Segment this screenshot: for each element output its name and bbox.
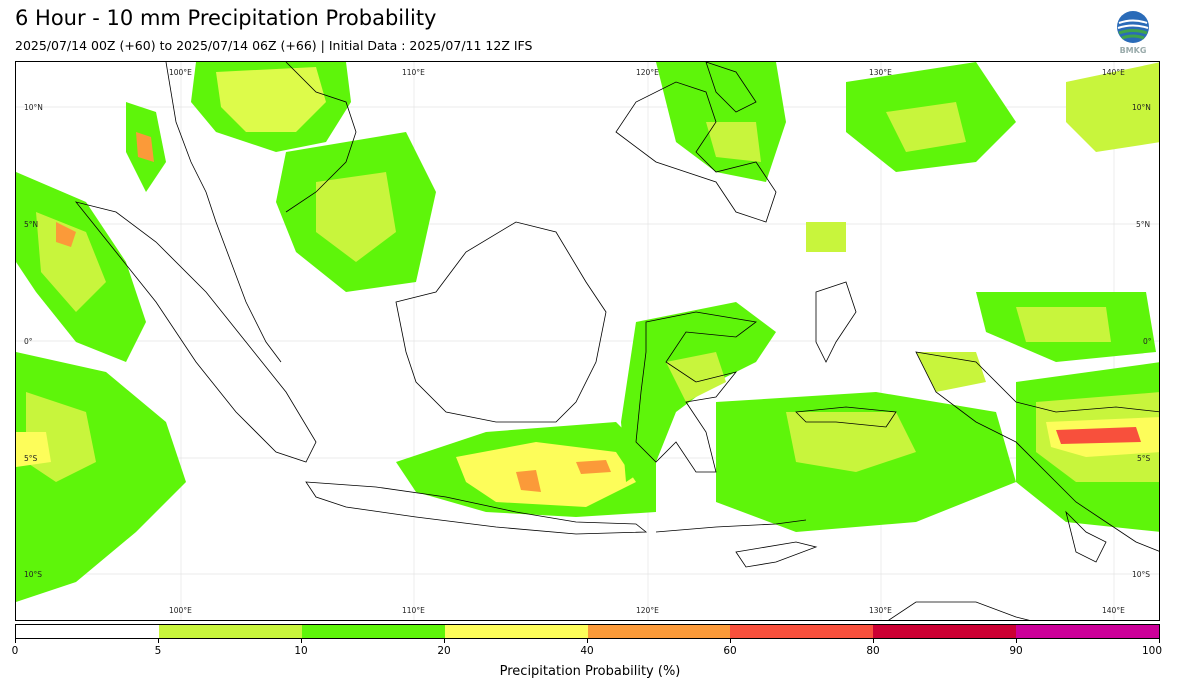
colorbar-segment [587, 625, 731, 638]
colorbar-tick-label: 90 [1009, 645, 1023, 657]
colorbar-title: Precipitation Probability (%) [499, 664, 681, 679]
colorbar-segment [301, 625, 445, 638]
lon-label: 110°E [402, 68, 425, 77]
colorbar-segment [16, 625, 159, 638]
lon-label: 100°E [169, 68, 192, 77]
colorbar-tick [444, 639, 445, 643]
colorbar-tick-label: 20 [437, 645, 451, 657]
colorbar-tick-label: 100 [1141, 645, 1163, 657]
lon-label: 140°E [1102, 68, 1125, 77]
lon-label: 130°E [869, 68, 892, 77]
lon-label: 130°E [869, 606, 892, 615]
colorbar-tick [158, 639, 159, 643]
colorbar-tick [301, 639, 302, 643]
lat-label: 0° [1143, 337, 1152, 346]
colorbar-segment [730, 625, 874, 638]
colorbar-tick [1159, 639, 1160, 643]
lat-label: 5°S [1137, 454, 1151, 463]
colorbar-tick-label: 10 [294, 645, 308, 657]
lat-labels-right: 10°N 5°N 0° 5°S 10°S [1132, 103, 1152, 579]
colorbar-tick [15, 639, 16, 643]
lon-labels-top: 100°E 110°E 120°E 130°E 140°E [169, 68, 1125, 77]
lat-label: 5°N [24, 220, 38, 229]
precipitation-map: 100°E 110°E 120°E 130°E 140°E 100°E 110°… [15, 61, 1160, 621]
colorbar-tick-label: 80 [866, 645, 880, 657]
lat-label: 0° [24, 337, 33, 346]
lat-label: 10°S [1132, 570, 1150, 579]
colorbar-tick [730, 639, 731, 643]
colorbar-tick [873, 639, 874, 643]
colorbar-tick-label: 5 [154, 645, 162, 657]
forecast-period-subtitle: 2025/07/14 00Z (+60) to 2025/07/14 06Z (… [15, 38, 533, 53]
lat-label: 5°S [24, 454, 38, 463]
lat-label: 10°N [24, 103, 43, 112]
colorbar-segment [444, 625, 588, 638]
colorbar-tick [1016, 639, 1017, 643]
colorbar-tick-label: 0 [11, 645, 19, 657]
map-canvas: 100°E 110°E 120°E 130°E 140°E 100°E 110°… [16, 62, 1159, 620]
lat-label: 10°S [24, 570, 42, 579]
lon-label: 110°E [402, 606, 425, 615]
coastlines [74, 62, 1159, 620]
colorbar-tick-label: 40 [580, 645, 594, 657]
lon-labels-bottom: 100°E 110°E 120°E 130°E 140°E [169, 606, 1125, 615]
lon-label: 140°E [1102, 606, 1125, 615]
lon-label: 120°E [636, 606, 659, 615]
precipitation-fields [16, 62, 1159, 602]
colorbar [15, 624, 1160, 639]
colorbar-segment [158, 625, 302, 638]
bmkg-logo: BMKG [1117, 11, 1149, 55]
lat-label: 5°N [1136, 220, 1150, 229]
lat-labels-left: 10°N 5°N 0° 5°S 10°S [24, 103, 43, 579]
colorbar-tick [587, 639, 588, 643]
colorbar-tick-label: 60 [723, 645, 737, 657]
lon-label: 100°E [169, 606, 192, 615]
colorbar-segment [873, 625, 1017, 638]
lon-label: 120°E [636, 68, 659, 77]
page-title: 6 Hour - 10 mm Precipitation Probability [15, 6, 437, 30]
lat-label: 10°N [1132, 103, 1151, 112]
svg-text:BMKG: BMKG [1120, 46, 1147, 55]
colorbar-segment [1016, 625, 1159, 638]
